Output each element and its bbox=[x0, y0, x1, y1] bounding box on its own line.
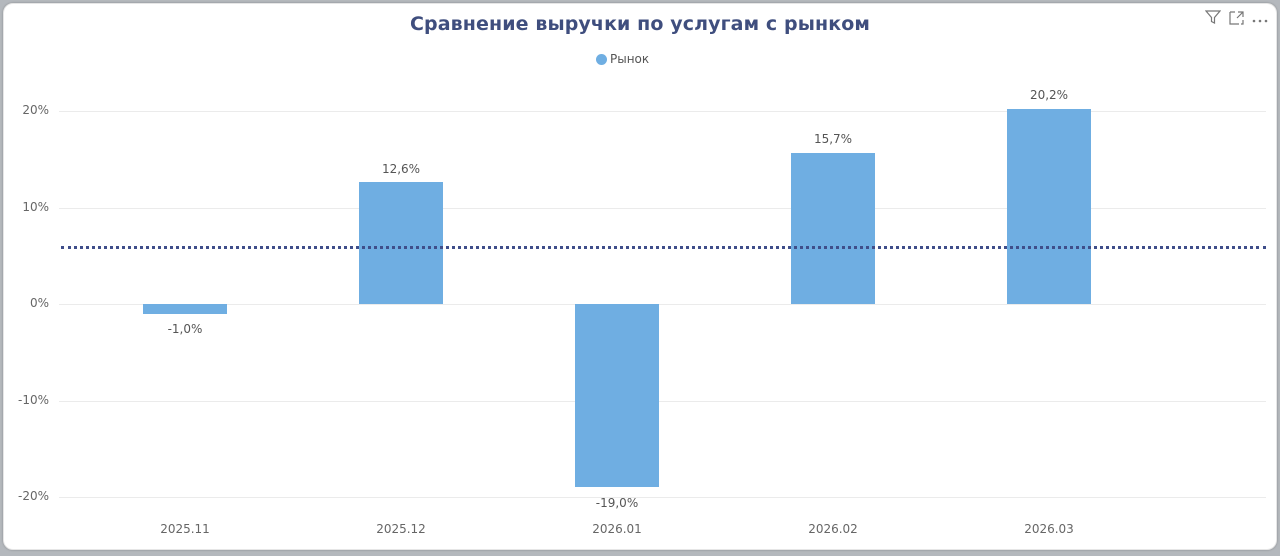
chart-legend: Рынок bbox=[596, 52, 649, 66]
x-tick: 2025.11 bbox=[160, 522, 210, 536]
data-label: 15,7% bbox=[813, 132, 853, 146]
bar-2025-11[interactable] bbox=[143, 304, 227, 314]
more-options-icon[interactable] bbox=[1252, 11, 1268, 27]
y-tick: -10% bbox=[17, 393, 49, 407]
gridline bbox=[59, 401, 1266, 402]
chart-card: Сравнение выручки по услугам с рынком Ры… bbox=[3, 3, 1277, 550]
filter-icon[interactable] bbox=[1204, 10, 1222, 28]
gridline bbox=[59, 111, 1266, 112]
bar-2026-03[interactable] bbox=[1007, 109, 1091, 304]
y-tick: -20% bbox=[17, 489, 49, 503]
x-tick: 2026.01 bbox=[592, 522, 642, 536]
visual-toolbar bbox=[1204, 10, 1268, 28]
focus-mode-icon[interactable] bbox=[1229, 10, 1244, 28]
y-tick: 20% bbox=[22, 103, 49, 117]
gridline bbox=[59, 497, 1266, 498]
bar-2026-01[interactable] bbox=[575, 304, 659, 487]
x-tick: 2025.12 bbox=[376, 522, 426, 536]
gridline bbox=[59, 208, 1266, 209]
data-label: 20,2% bbox=[1029, 88, 1069, 102]
bar-2025-12[interactable] bbox=[359, 182, 443, 304]
y-tick: 10% bbox=[22, 200, 49, 214]
y-tick: 0% bbox=[29, 296, 49, 310]
legend-marker-icon bbox=[596, 53, 607, 65]
x-tick: 2026.02 bbox=[808, 522, 858, 536]
average-reference-line bbox=[61, 246, 1266, 249]
chart-title: Сравнение выручки по услугам с рынком bbox=[409, 13, 870, 35]
bar-2026-02[interactable] bbox=[791, 153, 875, 304]
data-label: -1,0% bbox=[167, 322, 203, 336]
x-tick: 2026.03 bbox=[1024, 522, 1074, 536]
data-label: 12,6% bbox=[381, 162, 421, 176]
legend-label: Рынок bbox=[610, 52, 650, 66]
gridline bbox=[59, 304, 1266, 305]
data-label: -19,0% bbox=[595, 496, 639, 510]
